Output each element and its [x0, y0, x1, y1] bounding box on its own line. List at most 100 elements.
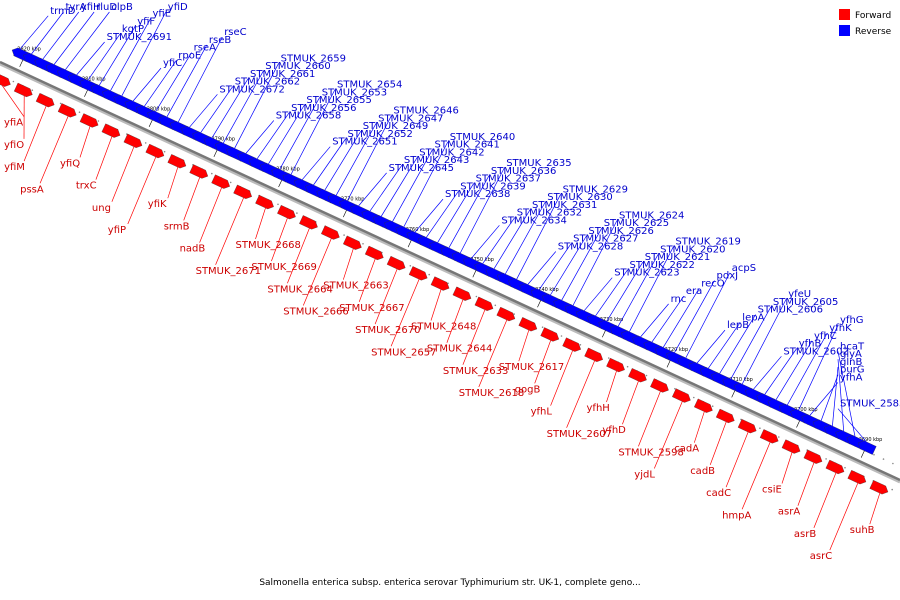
leader-line-stmuk-2660 [222, 70, 264, 144]
gene-label-stmuk-2634: STMUK_2634 [501, 215, 566, 226]
gene-shape [672, 388, 691, 403]
gene-label-stmuk-2633: STMUK_2633 [443, 366, 508, 377]
leader-line-stmuk-2645 [358, 172, 387, 207]
gene-shape [540, 327, 560, 342]
leader-line-yfhk [786, 332, 828, 406]
gene-arrow-asrb [825, 459, 845, 475]
forward-track-dot [229, 181, 232, 184]
leader-line-stmuk-2617 [518, 330, 530, 362]
leader-line-stmuk-2598 [638, 391, 661, 447]
leader-line-yfia [2, 85, 25, 117]
gene-arrow-stmuk-2607 [584, 347, 603, 362]
gene-shape [694, 398, 713, 413]
leader-line-stmuk-2630 [504, 201, 546, 275]
gene-label-yfid: yfiD [168, 2, 188, 13]
gene-shape [0, 72, 11, 87]
leader-line-stmuk-2638 [414, 198, 444, 233]
gene-shape [57, 103, 77, 118]
reverse-track-dot [882, 458, 885, 460]
gene-label-stmuk-2660: STMUK_2660 [265, 61, 330, 72]
leader-line-yfim [23, 105, 47, 162]
gene-label-stmuk-2638: STMUK_2638 [445, 189, 510, 200]
gene-arrow-asra [803, 449, 823, 464]
gene-shape [562, 337, 581, 352]
gene-label-stmuk-2662: STMUK_2662 [235, 77, 300, 88]
gene-label-stmuk-2659: STMUK_2659 [281, 53, 346, 64]
backbone-shadow [0, 62, 900, 484]
gene-arrow-srmb [189, 164, 209, 179]
gene-shape [584, 347, 603, 362]
leader-line-yfhc [775, 340, 813, 400]
leader-line-yfip [127, 156, 157, 225]
gene-label-stmuk-2656: STMUK_2656 [291, 103, 356, 114]
leader-line-stmuk-2619 [629, 246, 674, 332]
gene-shape [737, 419, 757, 434]
leader-line-yfid [121, 11, 167, 97]
gene-shape [759, 429, 779, 444]
gene-label-stmuk-2639: STMUK_2639 [460, 181, 525, 192]
leader-line-stmuk-2644 [446, 299, 464, 343]
gene-arrow-stmuk-2669 [277, 205, 296, 220]
gene-arrow-asrc [847, 470, 867, 485]
gene-shape [628, 368, 647, 383]
forward-track-dot [759, 427, 761, 430]
gene-label-stmuk-2654: STMUK_2654 [337, 80, 402, 91]
gene-arrow-stmuk-2667 [364, 245, 384, 261]
leader-line-stmuk-2639 [426, 191, 459, 238]
gene-shape [211, 174, 230, 189]
forward-track-dot [447, 282, 449, 285]
tick-label: 2750 kbp [470, 257, 494, 263]
leader-line-stmuk-2620 [617, 254, 659, 327]
gene-shape [364, 245, 384, 261]
leader-line-rsea [155, 52, 192, 112]
leader-line-stmuk-2629 [516, 194, 561, 280]
forward-track-dot [513, 313, 515, 315]
leader-line-csie [781, 452, 793, 484]
gene-label-stmuk-2624: STMUK_2624 [619, 211, 684, 222]
gene-label-stmuk-2643: STMUK_2643 [404, 155, 469, 166]
gene-label-acps: acpS [732, 263, 756, 274]
gene-shape [167, 154, 187, 169]
gene-label-suhb: suhB [850, 525, 875, 536]
leader-line-stmuk-2662 [200, 86, 233, 133]
leader-line-stmuk-2625 [561, 228, 603, 301]
gene-label-stmuk-2641: STMUK_2641 [435, 140, 500, 151]
gene-label-yfif: yfiF [137, 16, 155, 27]
leader-line-lepb [696, 329, 726, 364]
gene-arrow-cadb [715, 408, 735, 424]
leader-line-stmuk-2654 [290, 89, 336, 175]
leader-line-stmuk-2583 [837, 408, 867, 442]
gene-arrow-stmuk-2670 [386, 256, 406, 271]
gene-label-stmuk-2671: STMUK_2671 [196, 266, 261, 277]
gene-label-clpb: clpB [111, 2, 133, 13]
leader-line-yfic [132, 67, 162, 102]
gene-shape [145, 143, 165, 159]
gene-label-stmuk-2668: STMUK_2668 [236, 240, 301, 251]
leader-line-stmuk-2640 [403, 141, 449, 228]
gene-label-stmuk-2664: STMUK_2664 [267, 284, 332, 295]
gene-label-stmuk-2627: STMUK_2627 [573, 234, 638, 245]
forward-track-dot [211, 172, 213, 175]
forward-track-dot [674, 387, 676, 390]
gene-label-yfia: yfiA [4, 118, 23, 129]
tick-label: 2710 kbp [729, 377, 753, 383]
gene-label-asrb: asrB [794, 529, 816, 540]
forward-track-dot [560, 335, 563, 337]
gene-label-stmuk-2606: STMUK_2606 [758, 305, 823, 316]
gene-shape [825, 459, 845, 475]
leader-line-srmb [183, 177, 201, 221]
leader-line-stmuk-2664 [287, 228, 310, 284]
gene-arrow-yfio [13, 82, 33, 98]
gene-labels: trmDtyrAyfiHrluDclpBSTMUK_2691kgtPyfiFyf… [2, 2, 900, 562]
legend-reverse-label: Reverse [855, 27, 892, 37]
gene-arrow-yfiq [79, 113, 99, 128]
gene-label-stmuk-2691: STMUK_2691 [107, 32, 172, 43]
forward-track-dot [711, 405, 714, 408]
genome-backbone [0, 54, 900, 491]
gene-label-stmuk-2646: STMUK_2646 [393, 106, 458, 117]
gene-label-nadb: nadB [180, 244, 206, 255]
reverse-track-dot [892, 462, 894, 465]
gene-shape [386, 256, 406, 271]
leader-line-stmuk-2659 [234, 63, 279, 149]
gene-arrow-yjdl [672, 388, 691, 403]
